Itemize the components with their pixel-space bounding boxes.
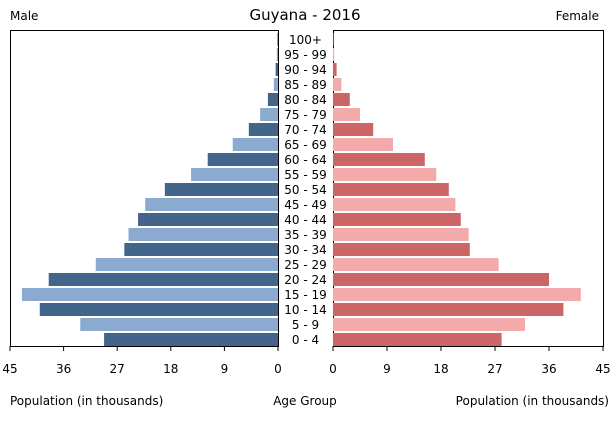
age-group-label: 40 - 44 <box>284 213 327 227</box>
male-bar <box>207 153 278 166</box>
male-plot-frame <box>10 30 279 347</box>
male-bar <box>145 198 278 211</box>
male-bar <box>191 168 278 181</box>
male-bar <box>95 258 278 271</box>
male-bar <box>21 288 278 301</box>
female-bar <box>333 138 393 151</box>
female-bar <box>333 123 374 136</box>
male-x-tick-label: 45 <box>2 362 17 376</box>
age-group-label: 35 - 39 <box>284 228 327 242</box>
male-bar <box>80 318 278 331</box>
female-bar <box>333 273 549 286</box>
female-bar <box>333 288 581 301</box>
female-x-tick-label: 9 <box>383 362 391 376</box>
age-group-label: 95 - 99 <box>284 48 327 62</box>
female-x-tick-label: 0 <box>329 362 337 376</box>
male-bar <box>128 228 278 241</box>
female-x-axis: 0 9 18 27 36 45 <box>329 346 610 376</box>
female-bar <box>333 198 456 211</box>
age-group-label: 100+ <box>289 33 322 47</box>
female-label: Female <box>556 9 599 23</box>
female-bar <box>333 243 470 256</box>
age-group-label: 20 - 24 <box>284 273 327 287</box>
female-bar <box>333 333 502 346</box>
male-bar <box>248 123 278 136</box>
age-group-label: 55 - 59 <box>284 168 327 182</box>
male-bar <box>276 48 278 61</box>
male-bar <box>124 243 278 256</box>
male-bar <box>273 78 278 91</box>
chart-title: Guyana - 2016 <box>249 6 360 24</box>
male-bar <box>267 93 278 106</box>
age-group-label: 50 - 54 <box>284 183 327 197</box>
age-group-label: 85 - 89 <box>284 78 327 92</box>
female-x-tick-label: 27 <box>487 362 502 376</box>
male-bar <box>39 303 278 316</box>
male-bar <box>164 183 278 196</box>
male-x-axis-label: Population (in thousands) <box>10 394 163 408</box>
age-group-label: 10 - 14 <box>284 303 327 317</box>
male-bar <box>277 33 278 46</box>
male-bar <box>260 108 278 121</box>
age-group-label: 15 - 19 <box>284 288 327 302</box>
female-bar <box>333 213 461 226</box>
female-bar <box>333 48 335 61</box>
female-bar <box>333 93 350 106</box>
female-bar <box>333 228 469 241</box>
male-bar <box>104 333 278 346</box>
female-x-tick-label: 36 <box>541 362 556 376</box>
female-bar <box>333 183 449 196</box>
male-bar <box>138 213 278 226</box>
age-group-label: 45 - 49 <box>284 198 327 212</box>
male-label: Male <box>10 9 38 23</box>
female-bars <box>333 33 581 346</box>
female-bar <box>333 63 337 76</box>
male-x-tick-label: 0 <box>274 362 282 376</box>
female-bar <box>333 78 342 91</box>
age-group-label: 60 - 64 <box>284 153 327 167</box>
female-bar <box>333 303 564 316</box>
female-bar <box>333 108 360 121</box>
age-group-label: 80 - 84 <box>284 93 327 107</box>
female-bar <box>333 258 499 271</box>
male-x-tick-label: 27 <box>110 362 125 376</box>
age-group-axis-label: Age Group <box>273 394 337 408</box>
male-x-axis: 45 36 27 18 9 0 <box>2 346 282 376</box>
male-bar <box>275 63 278 76</box>
age-group-label: 75 - 79 <box>284 108 327 122</box>
age-group-label: 65 - 69 <box>284 138 327 152</box>
female-bar <box>333 318 525 331</box>
male-x-tick-label: 9 <box>221 362 229 376</box>
male-bar <box>48 273 279 286</box>
female-bar <box>333 33 334 46</box>
age-group-label: 70 - 74 <box>284 123 327 137</box>
male-bar <box>232 138 278 151</box>
age-group-label: 30 - 34 <box>284 243 327 257</box>
age-group-label: 0 - 4 <box>292 333 319 347</box>
female-x-tick-label: 45 <box>595 362 610 376</box>
male-x-tick-label: 18 <box>163 362 178 376</box>
age-group-label: 90 - 94 <box>284 63 327 77</box>
age-group-label: 5 - 9 <box>292 318 319 332</box>
female-bar <box>333 153 425 166</box>
male-x-tick-label: 36 <box>56 362 71 376</box>
female-x-tick-label: 18 <box>433 362 448 376</box>
female-x-axis-label: Population (in thousands) <box>456 394 609 408</box>
male-bars <box>21 33 279 346</box>
age-group-label: 25 - 29 <box>284 258 327 272</box>
female-bar <box>333 168 437 181</box>
